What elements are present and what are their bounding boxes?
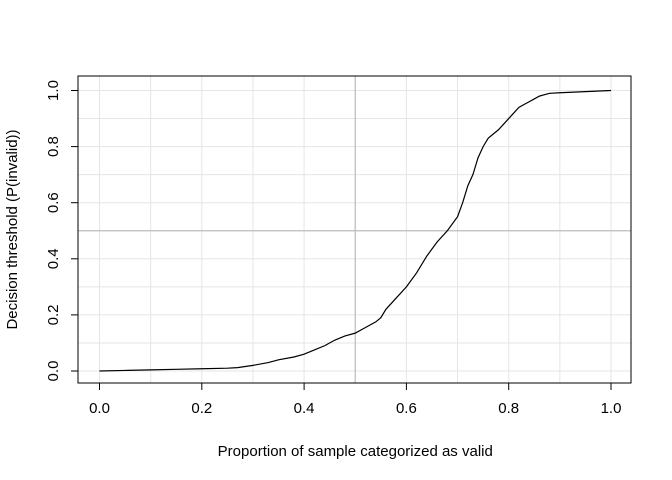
- x-tick-label: 0.4: [294, 400, 315, 417]
- x-tick-label: 0.8: [498, 400, 519, 417]
- x-tick-label: 0.0: [89, 400, 110, 417]
- y-tick-label: 0.0: [45, 361, 62, 382]
- x-tick-label: 0.2: [191, 400, 212, 417]
- x-axis: 0.0 0.2 0.4 0.6 0.8 1.0: [89, 382, 622, 417]
- y-axis-title: Decision threshold (P(invalid)): [4, 129, 21, 329]
- x-axis-title: Proportion of sample categorized as vali…: [218, 443, 493, 460]
- y-tick-label: 1.0: [45, 80, 62, 101]
- x-tick-label: 1.0: [601, 400, 622, 417]
- x-tick-label: 0.6: [396, 400, 417, 417]
- grid-lines: [78, 76, 631, 383]
- y-tick-label: 0.4: [45, 248, 62, 269]
- y-tick-label: 0.2: [45, 304, 62, 325]
- y-axis: 0.0 0.2 0.4 0.6 0.8 1.0: [45, 80, 79, 382]
- series-line: [99, 89, 612, 372]
- y-tick-label: 0.8: [45, 136, 62, 157]
- plot-frame: [77, 75, 632, 384]
- reference-lines: [78, 76, 631, 383]
- y-tick-label: 0.6: [45, 192, 62, 213]
